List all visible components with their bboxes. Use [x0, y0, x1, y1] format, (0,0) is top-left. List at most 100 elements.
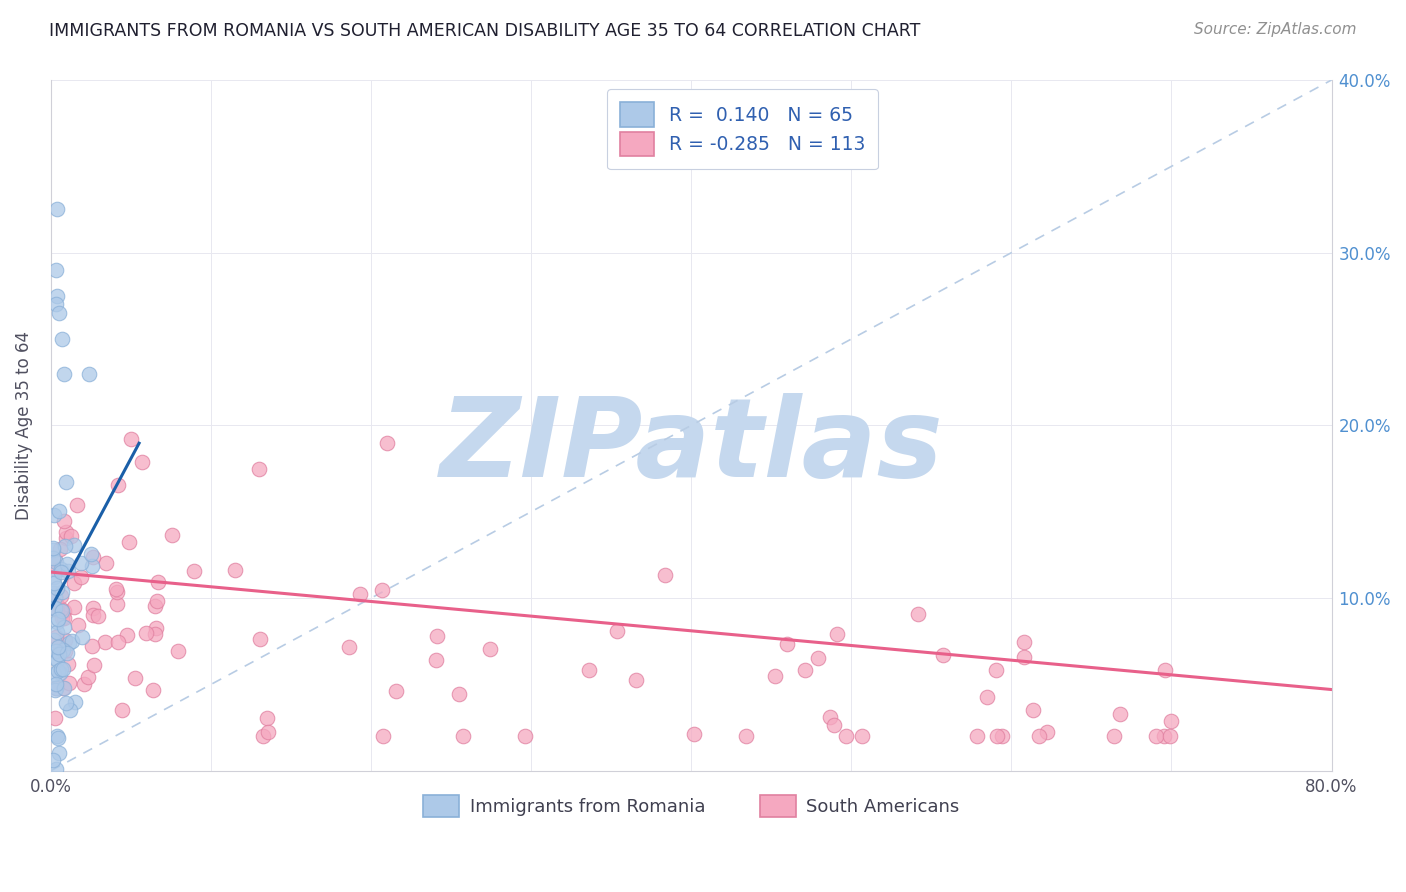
Point [107, 478, 129, 492]
Point [46, 611, 69, 625]
Point [247, 461, 270, 475]
Point [986, 729, 1008, 743]
Point [115, 628, 138, 642]
Point [1160, 714, 1182, 728]
Point [42, 601, 65, 615]
Point [160, 527, 183, 541]
Point [818, 710, 841, 724]
Point [1153, 729, 1175, 743]
Point [806, 651, 828, 665]
Point [105, 582, 128, 596]
Point [46, 731, 69, 745]
Point [606, 624, 628, 639]
Point [49, 665, 72, 680]
Point [44, 711, 66, 725]
Point [111, 703, 134, 717]
Point [70, 569, 93, 583]
Point [252, 729, 274, 743]
Point [52, 367, 75, 381]
Y-axis label: Disability Age 35 to 64: Disability Age 35 to 64 [15, 331, 32, 520]
Point [49, 565, 72, 579]
Point [105, 585, 128, 599]
Point [120, 432, 142, 446]
Point [45, 555, 67, 569]
Point [145, 594, 167, 608]
Point [371, 729, 394, 743]
Point [1022, 703, 1045, 717]
Point [49, 542, 72, 557]
Point [44, 600, 66, 615]
Point [42, 575, 65, 590]
Point [46, 289, 69, 303]
Point [42, 633, 65, 648]
Point [371, 583, 394, 598]
Point [44, 682, 66, 697]
Point [45, 263, 67, 277]
Point [654, 567, 676, 582]
Point [46, 615, 69, 630]
Point [776, 637, 799, 651]
Point [1012, 635, 1035, 649]
Point [59, 703, 82, 717]
Point [385, 683, 408, 698]
Point [82, 640, 104, 654]
Point [49, 562, 72, 576]
Point [49, 601, 72, 615]
Point [56, 646, 79, 660]
Point [46, 599, 69, 613]
Point [80, 559, 103, 574]
Point [124, 671, 146, 685]
Point [56, 557, 79, 571]
Point [55, 633, 77, 648]
Point [58, 564, 80, 578]
Point [349, 587, 371, 601]
Point [46, 564, 69, 578]
Point [52, 605, 75, 619]
Point [131, 455, 153, 469]
Point [46, 652, 69, 666]
Text: Source: ZipAtlas.com: Source: ZipAtlas.com [1194, 22, 1357, 37]
Point [45, 591, 67, 606]
Point [41, 550, 63, 565]
Point [578, 664, 600, 678]
Point [146, 575, 169, 590]
Point [46, 640, 69, 655]
Point [683, 727, 706, 741]
Point [48, 504, 70, 518]
Point [58, 676, 80, 690]
Point [425, 653, 447, 667]
Point [45, 602, 67, 616]
Point [44, 591, 66, 606]
Point [53, 540, 76, 554]
Point [823, 718, 845, 732]
Point [48, 747, 70, 761]
Point [907, 607, 929, 622]
Point [45, 630, 67, 644]
Point [55, 525, 77, 540]
Point [45, 762, 67, 776]
Point [58, 657, 80, 671]
Point [142, 683, 165, 698]
Point [45, 625, 67, 640]
Point [79, 367, 101, 381]
Point [55, 643, 77, 657]
Point [70, 630, 93, 644]
Point [984, 663, 1007, 677]
Point [143, 627, 166, 641]
Point [52, 620, 75, 634]
Point [86, 609, 108, 624]
Point [45, 644, 67, 658]
Point [966, 729, 988, 743]
Point [44, 553, 66, 567]
Point [58, 635, 80, 649]
Legend: Immigrants from Romania, South Americans: Immigrants from Romania, South Americans [416, 788, 967, 824]
Point [42, 667, 65, 681]
Point [45, 681, 67, 696]
Point [77, 670, 100, 684]
Point [825, 627, 848, 641]
Point [44, 590, 66, 604]
Point [51, 604, 73, 618]
Point [117, 534, 139, 549]
Point [42, 585, 65, 599]
Point [45, 676, 67, 690]
